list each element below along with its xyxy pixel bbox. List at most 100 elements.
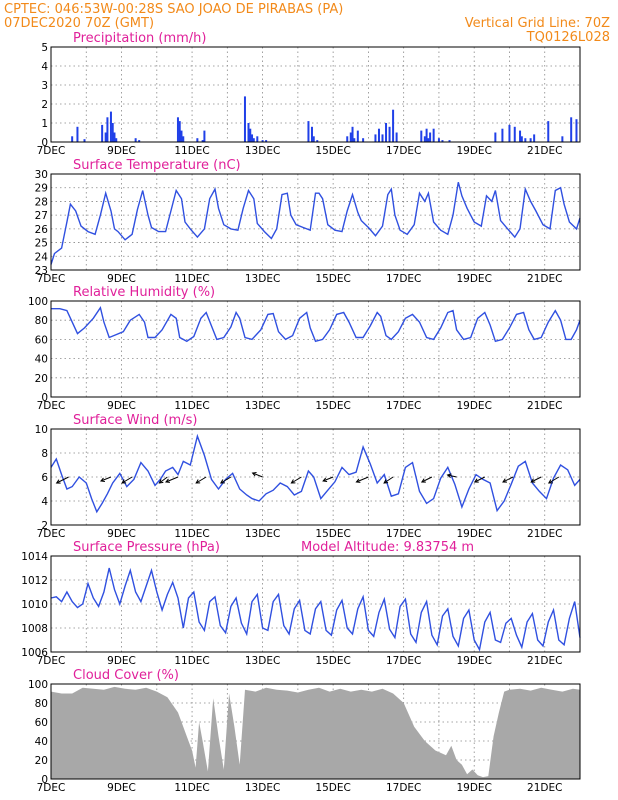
precipitation-frame [50,46,581,143]
precip-bar [106,117,109,142]
cloud-cover-xtick-label: 11DEC [174,782,209,794]
precip-bar [252,138,255,142]
wind-arrow-head [99,477,105,482]
precip-bar [346,136,349,142]
pressure-xtick-label: 21DEC [527,655,562,667]
precip-bar [251,134,254,142]
precip-bar [180,130,183,142]
humidity-ytick-label: 40 [35,354,48,366]
temperature-xtick-label: 9DEC [107,273,136,285]
temperature-xtick-label: 15DEC [315,273,350,285]
precipitation-xtick-label: 15DEC [315,145,350,157]
temperature-ytick-label: 29 [35,183,48,195]
precip-bar [247,123,250,142]
precip-bar [356,130,359,142]
precip-bar [349,132,352,142]
precip-bar [111,123,114,142]
humidity-xtick-label: 13DEC [245,400,280,412]
precip-bar [76,126,79,142]
temperature-ytick-label: 24 [35,251,49,263]
temperature-title: Surface Temperature (nC) [73,158,241,173]
precip-bar [437,138,440,142]
wind-arrow-head [55,479,61,484]
humidity-xtick-label: 7DEC [37,400,66,412]
wind-arrow-head [290,479,296,484]
humidity-xtick-label: 9DEC [107,400,136,412]
precip-bar [427,138,430,142]
cloud-cover-xtick-label: 13DEC [245,782,280,794]
temperature-ytick-label: 23 [35,265,48,277]
humidity-ytick-label: 100 [28,296,48,308]
header-model: TQ0126L028 [526,30,610,45]
wind-arrow-head [251,472,257,477]
wind-arrow-head [446,473,452,479]
wind-arrow [291,476,302,484]
precip-bar [203,130,206,142]
wind-arrow-head [473,478,479,483]
humidity-xtick-label: 11DEC [174,400,209,412]
precip-bar [374,134,377,142]
wind-arrow [548,476,560,484]
wind-arrow-head [195,479,201,484]
precip-bar [353,138,356,142]
humidity-series-line [51,305,581,343]
wind-frame [50,428,581,526]
humidity-frame [50,300,581,398]
pressure-ytick-label: 1014 [21,551,48,563]
wind-arrow [383,476,394,484]
humidity-xtick-label: 17DEC [386,400,421,412]
precip-bar [547,121,550,142]
pressure-xtick-label: 17DEC [386,655,421,667]
wind-arrow [502,476,514,483]
temperature-ytick-label: 27 [35,210,48,222]
precip-bar [570,117,573,142]
precip-bar [310,126,313,142]
precip-bar [243,96,246,142]
precip-bar [256,136,259,142]
temperature-xtick-label: 11DEC [174,273,209,285]
precipitation-ytick-label: 2 [41,99,48,111]
wind-arrow-head [383,479,389,484]
precip-bar [265,140,268,142]
pressure-frame [50,555,581,653]
header-date: 07DEC2020 70Z (GMT) [4,16,154,31]
wind-arrow [474,476,486,483]
precip-bar [441,140,444,142]
wind-arrow [165,476,179,483]
header-grid-line: Vertical Grid Line: 70Z [465,16,610,31]
pressure-xtick-label: 7DEC [37,655,66,667]
wind-arrow [159,476,168,484]
cloud-cover-title: Cloud Cover (%) [73,668,179,683]
wind-ytick-label: 8 [41,448,48,460]
precipitation-ytick-label: 4 [41,61,48,73]
precipitation-ytick-label: 3 [41,80,48,92]
temperature-ytick-label: 26 [35,224,49,236]
precipitation-ytick-label: 0 [41,137,48,149]
precip-bar [201,140,204,142]
wind-arrow [322,476,334,482]
precip-bar [508,124,511,142]
pressure-subtitle: Model Altitude: 9.83754 m [301,540,474,555]
precip-bar [249,128,252,142]
wind-xtick-label: 15DEC [315,528,350,540]
pressure-xtick-label: 9DEC [107,655,136,667]
wind-arrow-head [530,478,536,483]
precipitation-ytick-label: 5 [41,42,48,54]
pressure-ytick-label: 1008 [21,623,48,635]
precip-bar [575,119,578,142]
temperature-ytick-label: 28 [35,196,48,208]
temperature-ytick-label: 25 [35,238,48,250]
precip-bar [176,117,179,142]
precip-bar [423,136,426,142]
cloud-cover-xtick-label: 7DEC [37,782,66,794]
wind-title: Surface Wind (m/s) [73,413,197,428]
temperature-xtick-label: 19DEC [456,273,491,285]
precip-bar [395,132,398,142]
temperature-xtick-label: 7DEC [37,273,66,285]
precipitation-ytick-label: 1 [41,118,48,130]
precip-bar [494,132,497,142]
humidity-ytick-label: 0 [41,392,48,404]
precip-bar [513,126,516,142]
wind-arrow-head [547,479,553,484]
